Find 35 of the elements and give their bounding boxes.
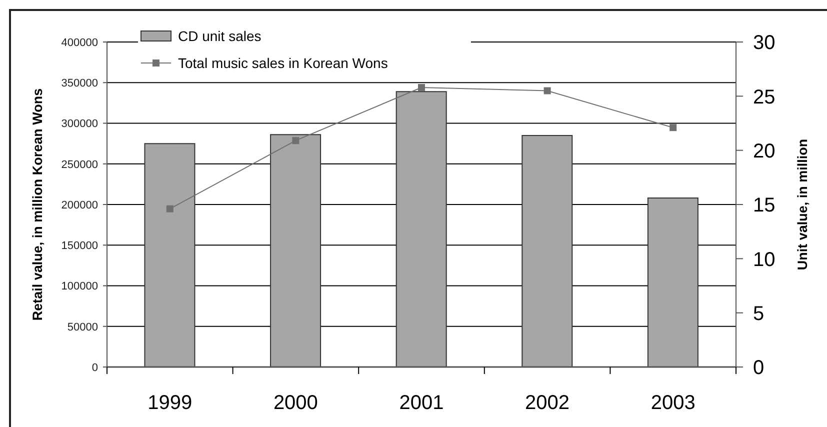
y2-tick-label: 0 [753,357,764,380]
bar [270,134,322,367]
point [292,137,300,144]
point [166,205,174,212]
legend-label: Total music sales in Korean Wons [178,54,388,70]
x-tick-label: 2002 [525,392,570,414]
y2-axis-title: Unit value, in million [794,138,810,270]
y2-tick-label: 15 [753,194,776,217]
y-tick-label: 300000 [61,118,98,130]
y-axis-title: Retail value, in million Korean Wons [30,88,44,321]
y2-tick-label: 25 [753,86,776,108]
bar [144,143,196,367]
legend-label: CD unit sales [178,28,262,44]
y2-tick-label: 5 [753,302,764,325]
y-tick-label: 200000 [61,199,98,212]
bar [522,134,573,367]
y-tick-label: 250000 [61,158,98,171]
y-tick-label: 100000 [61,280,98,293]
point [670,124,677,132]
y2-tick-label: 30 [753,32,776,54]
bar [647,198,698,367]
bar [396,91,447,367]
x-tick-label: 2003 [650,392,696,414]
y2-tick-label: 20 [753,140,776,162]
y2-tick-label: 10 [753,248,776,271]
y-tick-label: 400000 [61,36,98,49]
x-tick-label: 1999 [148,392,192,414]
x-tick-label: 2001 [399,392,444,414]
x-tick-label: 2000 [273,392,318,414]
point [418,84,425,91]
point [544,87,551,94]
y-tick-label: 50000 [67,321,98,334]
y-tick-label: 0 [92,362,98,374]
y-tick-label: 350000 [61,78,98,90]
y-tick-label: 150000 [61,240,98,252]
